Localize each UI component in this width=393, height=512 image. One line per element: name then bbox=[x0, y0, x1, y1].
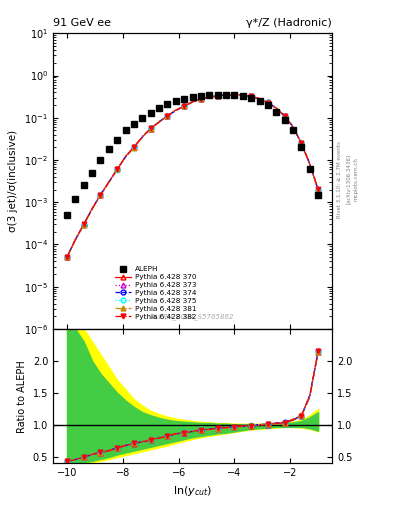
Text: 91 GeV ee: 91 GeV ee bbox=[53, 18, 111, 28]
X-axis label: $\ln(y_{cut})$: $\ln(y_{cut})$ bbox=[173, 484, 212, 498]
Y-axis label: σ(3 jet)/σ(inclusive): σ(3 jet)/σ(inclusive) bbox=[8, 130, 18, 232]
Text: mcplots.cern.ch: mcplots.cern.ch bbox=[354, 157, 359, 201]
Legend: ALEPH, Pythia 6.428 370, Pythia 6.428 373, Pythia 6.428 374, Pythia 6.428 375, P: ALEPH, Pythia 6.428 370, Pythia 6.428 37… bbox=[112, 263, 199, 323]
Text: [arXiv:1306.3436]: [arXiv:1306.3436] bbox=[346, 154, 351, 204]
Text: ALEPH_2004_S5765862: ALEPH_2004_S5765862 bbox=[151, 313, 234, 320]
Text: Rivet 3.1.10; ≥ 2.7M events: Rivet 3.1.10; ≥ 2.7M events bbox=[337, 141, 342, 218]
Y-axis label: Ratio to ALEPH: Ratio to ALEPH bbox=[17, 360, 27, 433]
Text: γ*/Z (Hadronic): γ*/Z (Hadronic) bbox=[246, 18, 332, 28]
